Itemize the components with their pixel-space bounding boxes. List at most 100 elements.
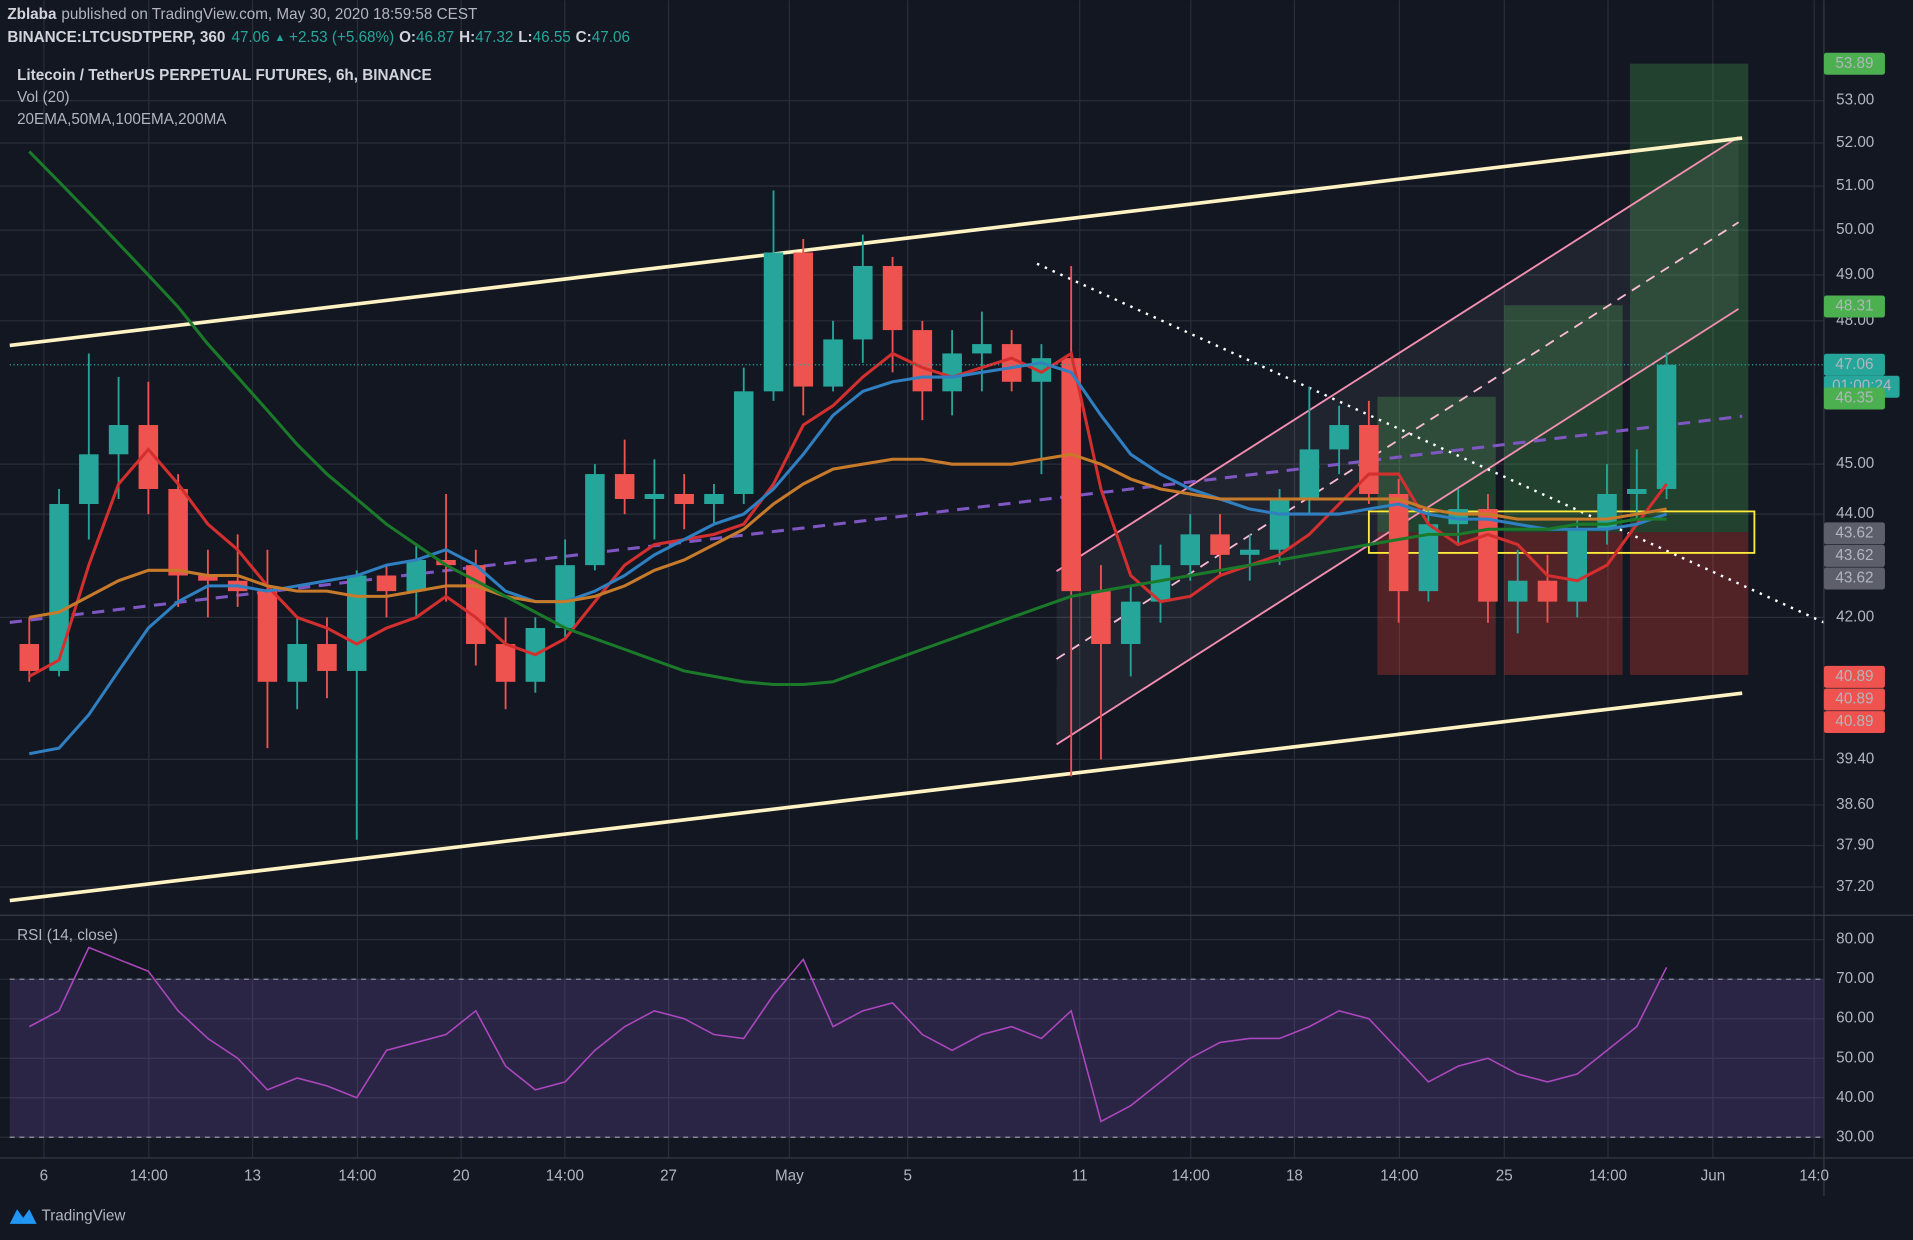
- candle-body: [1359, 425, 1379, 494]
- candle-body: [1329, 425, 1349, 450]
- rsi-line: [28, 946, 1668, 1123]
- x-tick-label: 14:00: [1380, 1167, 1418, 1184]
- x-tick-label: 13: [244, 1167, 261, 1184]
- candle-body: [138, 425, 159, 489]
- y-tick-label: 30.00: [1836, 1128, 1874, 1145]
- channel-bottom: [9, 691, 1743, 903]
- open: 46.87: [416, 29, 454, 46]
- candle-body: [793, 252, 814, 387]
- stop-zone: [1629, 532, 1749, 675]
- y-tick-label: 52.00: [1836, 134, 1874, 151]
- price-tag: [1823, 665, 1885, 688]
- y-tick-label: 80.00: [1836, 931, 1874, 948]
- change: +2.53 (+5.68%): [289, 29, 394, 46]
- price-tag-label: 43.62: [1835, 547, 1873, 564]
- rsi-title: RSI (14, close): [17, 927, 118, 944]
- price-tag-label: 43.62: [1835, 524, 1873, 541]
- candle-body: [49, 504, 69, 671]
- price-tag-label: 46.35: [1835, 390, 1873, 407]
- moving-average: [28, 150, 1667, 687]
- volume-label: Vol (20): [17, 89, 70, 106]
- candle-body: [1269, 498, 1290, 550]
- rsi-band: [9, 979, 1824, 1138]
- x-tick-label: 6: [40, 1167, 48, 1184]
- x-tick-label: 5: [903, 1167, 911, 1184]
- price-tag: [1823, 544, 1885, 567]
- candle-body: [1656, 364, 1677, 489]
- indicator-label: 20EMA,50MA,100EMA,200MA: [17, 111, 227, 128]
- candle-body: [1061, 358, 1081, 592]
- candle-body: [19, 644, 40, 671]
- high-label: H:: [459, 29, 475, 46]
- candle-body: [1299, 449, 1320, 499]
- candle-body: [1120, 601, 1141, 645]
- candle-body: [376, 575, 397, 592]
- logo: TradingView: [9, 1208, 126, 1225]
- candle-body: [674, 493, 694, 505]
- candle-body: [1507, 580, 1528, 602]
- candle-body: [1478, 509, 1498, 602]
- x-tick-label: 20: [453, 1167, 470, 1184]
- candle-body: [1180, 534, 1201, 566]
- y-tick-label: 44.00: [1836, 505, 1874, 522]
- price-tag-label: 40.89: [1835, 668, 1873, 685]
- candle-body: [823, 339, 843, 387]
- y-tick-label: 53.00: [1836, 92, 1874, 109]
- x-tick-label: 14:00: [1589, 1167, 1627, 1184]
- candle-body: [1388, 493, 1409, 592]
- stop-zone: [1504, 532, 1623, 675]
- x-tick-label: 27: [660, 1167, 677, 1184]
- axes: 6 14:00 13 14:00 20 14:00 27 May 5 11 14:00 18 14:00…: [40, 52, 1900, 1184]
- y-tick-label: 38.60: [1836, 796, 1874, 813]
- candle-body: [1150, 565, 1171, 602]
- logo-icon: [9, 1209, 37, 1224]
- price-tag: [1823, 295, 1885, 318]
- y-tick-label: 39.40: [1836, 750, 1874, 767]
- y-tick-label: 45.00: [1836, 455, 1874, 472]
- x-tick-label: 14:00: [130, 1167, 168, 1184]
- y-tick-label: 40.00: [1836, 1089, 1874, 1106]
- candle-body: [1537, 580, 1558, 602]
- author: Zblaba: [7, 6, 57, 23]
- x-tick-label: 25: [1496, 1167, 1513, 1184]
- chart-title: Litecoin / TetherUS PERPETUAL FUTURES, 6…: [17, 67, 432, 84]
- candle-body: [1240, 549, 1260, 555]
- candle-body: [912, 330, 933, 392]
- y-tick-label: 60.00: [1836, 1010, 1874, 1027]
- price-tag: [1823, 688, 1885, 711]
- y-tick-label: 37.90: [1836, 837, 1874, 854]
- y-tick-label: 50.00: [1836, 221, 1874, 238]
- symbol: BINANCE:LTCUSDTPERP, 360: [7, 29, 225, 46]
- x-tick-label: 14:00: [546, 1167, 584, 1184]
- candle-body: [168, 488, 188, 576]
- candle-body: [704, 493, 724, 505]
- candle-body: [495, 644, 516, 682]
- price-tag-label: 53.89: [1835, 55, 1873, 72]
- channel-mid: [1056, 221, 1740, 660]
- publish-line: Zblaba published on TradingView.com, May …: [7, 6, 477, 23]
- candle-body: [317, 644, 337, 671]
- candle-body: [733, 391, 754, 494]
- last-price: 47.06: [231, 29, 269, 46]
- candle-body: [972, 344, 992, 354]
- candle-body: [614, 474, 635, 499]
- candle-body: [882, 265, 903, 331]
- candle-body: [287, 644, 307, 682]
- candle-body: [1418, 524, 1439, 592]
- zone-box: [1367, 510, 1756, 554]
- y-tick-label: 70.00: [1836, 970, 1874, 987]
- published: published on TradingView.com, May 30, 20…: [61, 6, 477, 23]
- x-tick-label: May: [775, 1167, 804, 1184]
- series: [9, 150, 1824, 1138]
- channel-line: [1056, 136, 1740, 572]
- target-zone: [1629, 63, 1749, 533]
- price-tag: [1823, 387, 1885, 410]
- candle-body: [1001, 344, 1022, 382]
- channel-top: [9, 136, 1743, 348]
- price-tag-label: 40.89: [1835, 713, 1873, 730]
- close: 47.06: [592, 29, 630, 46]
- brand: TradingView: [41, 1208, 126, 1225]
- x-tick-label: 18: [1286, 1167, 1303, 1184]
